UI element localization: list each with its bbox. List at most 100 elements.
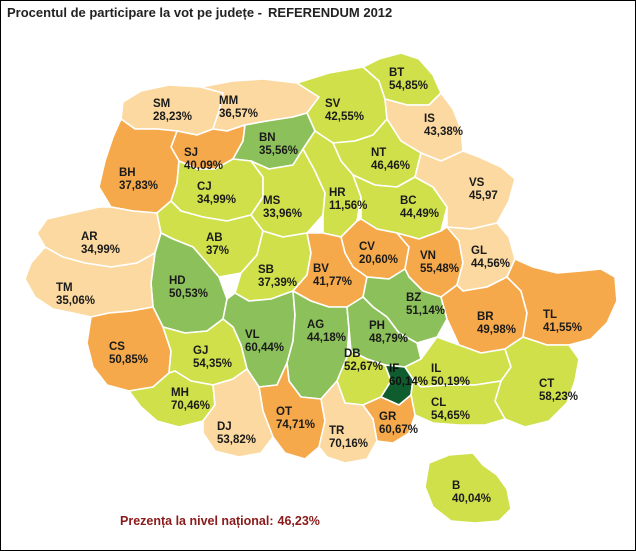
county-label-ag: AG 44,18%	[307, 319, 346, 345]
county-code: BT	[389, 67, 405, 79]
county-turnout: 40,04%	[452, 493, 492, 505]
county-code: GR	[379, 411, 397, 423]
county-label-ab: AB 37%	[206, 232, 229, 258]
county-code: CL	[431, 397, 447, 409]
county-code: OT	[276, 406, 292, 418]
county-code: CJ	[197, 181, 212, 193]
county-shape-bh[interactable]	[98, 118, 180, 214]
county-label-mh: MH 70,46%	[171, 387, 210, 413]
county-shape-vs[interactable]	[414, 150, 516, 230]
county-label-br: BR 49,98%	[477, 311, 516, 337]
county-turnout: 74,71%	[276, 419, 316, 431]
county-label-sm: SM 28,23%	[153, 98, 192, 124]
county-turnout: 50,19%	[431, 376, 471, 388]
county-turnout: 49,98%	[477, 324, 517, 336]
county-code: SJ	[184, 147, 199, 159]
county-turnout: 37,83%	[119, 180, 159, 192]
county-code: BN	[259, 132, 276, 144]
county-code: CS	[109, 341, 125, 353]
county-shape-dj[interactable]	[202, 368, 274, 458]
county-shape-cl[interactable]	[410, 378, 506, 426]
county-turnout: 70,16%	[329, 438, 369, 450]
county-turnout: 11,56%	[329, 200, 368, 212]
county-code: B	[452, 480, 461, 492]
county-shape-b[interactable]	[424, 452, 512, 524]
county-turnout: 70,46%	[171, 400, 211, 412]
county-code: HR	[329, 187, 346, 199]
county-label-sv: SV 42,55%	[325, 98, 364, 124]
county-shape-ms[interactable]	[250, 148, 326, 238]
county-code: TM	[56, 282, 73, 294]
county-label-vs: VS 45,97	[469, 177, 498, 203]
county-label-gl: GL 44,56%	[471, 245, 510, 271]
county-turnout: 46,46%	[371, 160, 411, 172]
map-title: Procentul de participare la vot pe județ…	[7, 5, 392, 20]
county-label-bz: BZ 51,14%	[406, 292, 445, 318]
county-code: VL	[245, 329, 260, 341]
county-turnout: 28,23%	[153, 111, 193, 123]
county-code: SV	[325, 98, 341, 110]
county-code: MM	[219, 95, 239, 107]
county-label-mm: MM 36,57%	[219, 95, 258, 121]
county-turnout: 50,53%	[169, 288, 209, 300]
county-code: CT	[539, 378, 555, 390]
county-turnout: 48,79%	[369, 333, 409, 345]
county-code: BC	[400, 195, 417, 207]
county-label-is: IS 43,38%	[424, 113, 463, 139]
county-code: MS	[263, 195, 281, 207]
county-shape-gr[interactable]	[362, 394, 416, 444]
county-turnout: 45,97	[469, 190, 498, 202]
county-label-ot: OT 74,71%	[276, 406, 315, 432]
county-turnout: 37,39%	[258, 277, 298, 289]
county-label-db: DB 52,67%	[344, 348, 383, 374]
county-shape-tl[interactable]	[506, 258, 618, 346]
county-code: CV	[359, 241, 375, 253]
title-part-1: Procentul de participare la vot pe județ…	[7, 5, 263, 20]
county-turnout: 52,67%	[344, 361, 384, 373]
title-part-2: REFERENDUM 2012	[268, 5, 393, 20]
national-turnout: Prezența la nivel național: 46,23%	[120, 514, 320, 528]
county-label-ar: AR 34,99%	[81, 231, 120, 257]
county-turnout: 36,57%	[219, 108, 259, 120]
county-code: BH	[119, 167, 136, 179]
county-label-bv: BV 41,77%	[313, 263, 352, 289]
county-label-dj: DJ 53,82%	[217, 421, 256, 447]
county-label-ph: PH 48,79%	[369, 320, 408, 346]
county-code: SB	[258, 264, 274, 276]
county-turnout: 42,55%	[325, 111, 365, 123]
county-code: SM	[153, 98, 171, 110]
county-turnout: 54,85%	[389, 80, 429, 92]
county-code: TR	[329, 425, 345, 437]
county-label-tl: TL 41,55%	[543, 309, 582, 335]
county-turnout: 58,23%	[539, 391, 579, 403]
county-turnout: 33,96%	[263, 208, 303, 220]
county-turnout: 50,85%	[109, 354, 149, 366]
county-code: TL	[543, 309, 558, 321]
county-code: VS	[469, 177, 485, 189]
county-turnout: 54,35%	[193, 358, 233, 370]
county-label-vn: VN 55,48%	[420, 250, 459, 276]
county-label-b: B 40,04%	[452, 480, 491, 506]
county-label-tm: TM 35,06%	[56, 282, 95, 308]
county-turnout: 60,67%	[379, 424, 419, 436]
county-turnout: 35,56%	[259, 145, 299, 157]
county-code: GL	[471, 245, 487, 257]
county-label-cs: CS 50,85%	[109, 341, 148, 367]
county-code: PH	[369, 320, 385, 332]
county-label-nt: NT 46,46%	[371, 147, 410, 173]
county-turnout: 44,18%	[307, 332, 347, 344]
county-code: MH	[171, 387, 189, 399]
county-turnout: 55,48%	[420, 263, 460, 275]
county-label-bt: BT 54,85%	[389, 67, 428, 93]
county-label-sb: SB 37,39%	[258, 264, 297, 290]
county-turnout: 60,14%	[389, 376, 429, 388]
county-code: AR	[81, 231, 98, 243]
national-turnout-label: Prezența la nivel național:	[120, 514, 274, 528]
county-shape-tr[interactable]	[318, 380, 378, 464]
county-turnout: 60,44%	[245, 342, 285, 354]
county-code: AB	[206, 232, 223, 244]
county-label-vl: VL 60,44%	[245, 329, 284, 355]
county-label-ct: CT 58,23%	[539, 378, 578, 404]
county-label-ms: MS 33,96%	[263, 195, 302, 221]
